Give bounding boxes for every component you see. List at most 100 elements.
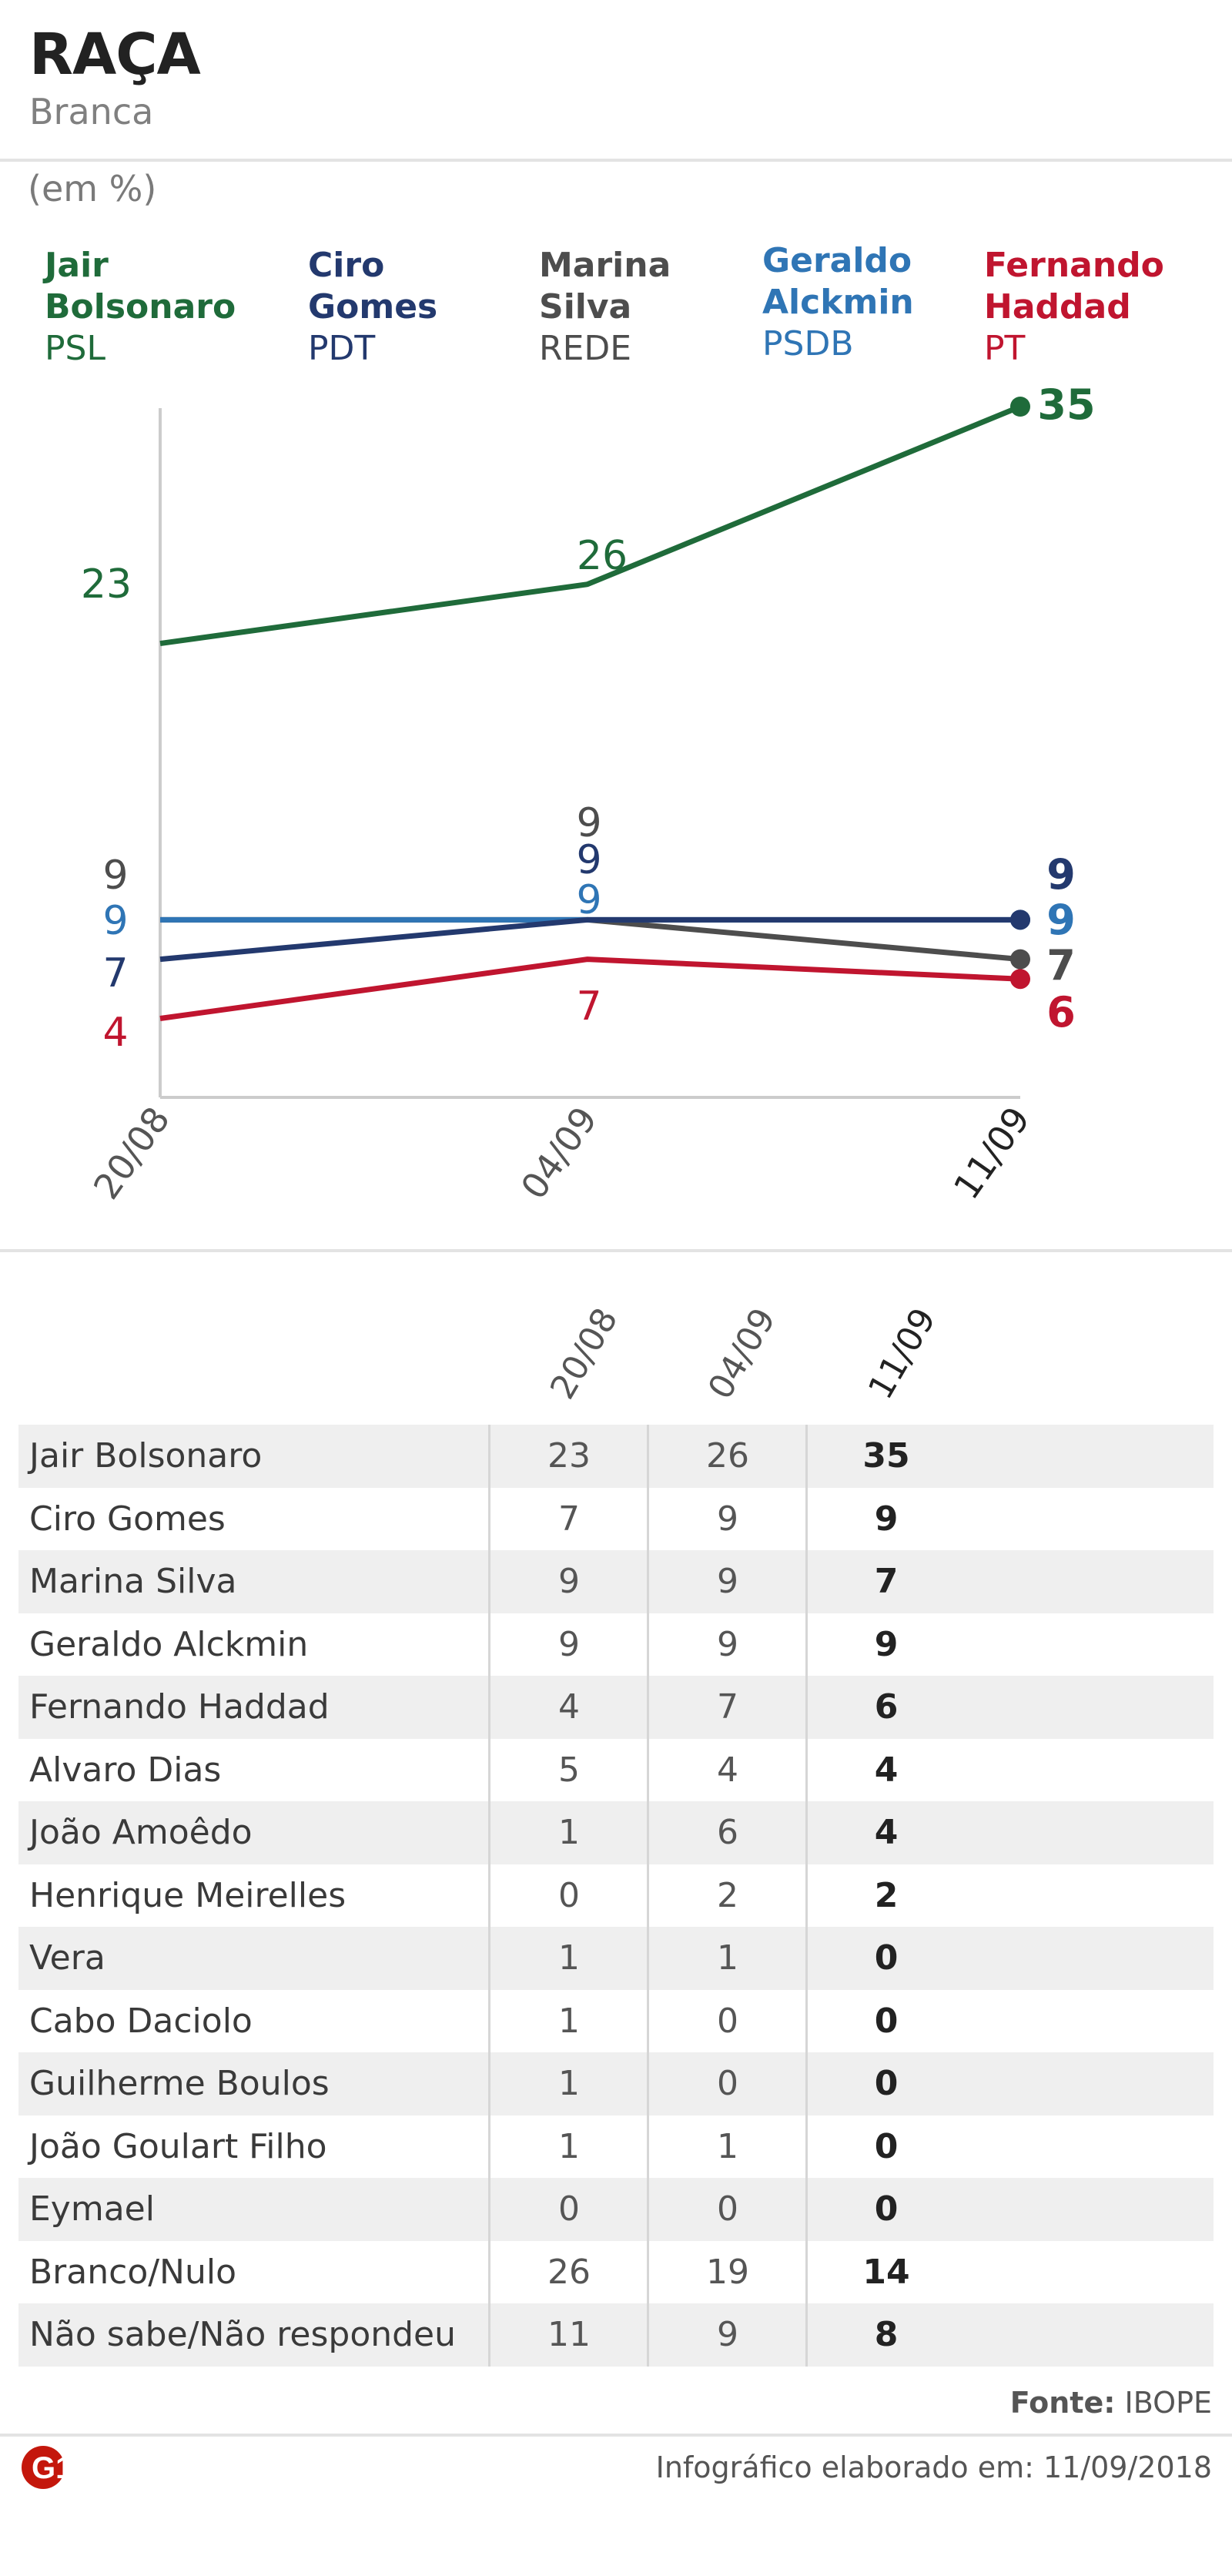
x-tick-label: 11/09 — [946, 1099, 1038, 1207]
table-row: Marina Silva 9 9 7 — [18, 1550, 1214, 1613]
table-row: Guilherme Boulos 1 0 0 — [18, 2052, 1214, 2115]
percent-cell: 0 — [558, 2189, 580, 2229]
legend-name: Marina Silva — [539, 246, 671, 327]
candidate-name: Eymael — [29, 2189, 155, 2229]
data-label: 9 — [576, 800, 601, 846]
percent-cell: 9 — [717, 1499, 738, 1539]
candidate-name: Branco/Nulo — [29, 2252, 237, 2292]
percent-cell: 7 — [558, 1499, 580, 1539]
x-tick-label: 04/09 — [513, 1099, 605, 1207]
legend-item-haddad: Fernando Haddad PT — [984, 245, 1164, 370]
candidate-name: Jair Bolsonaro — [29, 1436, 263, 1476]
table-row: Cabo Daciolo 1 0 0 — [18, 1990, 1214, 2053]
percent-cell: 4 — [874, 1813, 899, 1853]
percent-cell: 9 — [717, 1624, 738, 1664]
table-row: Fernando Haddad 4 7 6 — [18, 1676, 1214, 1739]
column-header-04-09: 04/09 — [701, 1301, 784, 1406]
candidate-name: Henrique Meirelles — [29, 1875, 346, 1915]
table-row: Vera 1 1 0 — [18, 1927, 1214, 1990]
percent-cell: 35 — [862, 1436, 910, 1476]
percent-cell: 14 — [862, 2252, 910, 2292]
percent-cell: 6 — [874, 1687, 899, 1727]
data-label: 9 — [102, 898, 128, 944]
percent-cell: 9 — [558, 1624, 580, 1664]
legend-party: PSDB — [762, 324, 854, 363]
percent-cell: 9 — [558, 1562, 580, 1602]
candidate-name: Vera — [29, 1938, 105, 1978]
table-row: Não sabe/Não respondeu 11 9 8 — [18, 2303, 1214, 2367]
legend-item-ciro: Ciro Gomes PDT — [308, 245, 437, 370]
legend-name: Geraldo Alckmin — [762, 241, 914, 322]
percent-cell: 2 — [874, 1875, 899, 1915]
table-row: Jair Bolsonaro 23 26 35 — [18, 1425, 1214, 1488]
percent-cell: 9 — [717, 2315, 738, 2355]
table-row: Ciro Gomes 7 9 9 — [18, 1488, 1214, 1551]
percent-cell: 1 — [558, 2001, 580, 2041]
legend-item-bolsonaro: Jair Bolsonaro PSL — [45, 245, 236, 370]
data-label: 9 — [1046, 896, 1076, 944]
data-label: 23 — [81, 561, 132, 608]
percent-cell: 1 — [717, 2126, 738, 2166]
credit-note: Infográfico elaborado em: 11/09/2018 — [655, 2450, 1212, 2484]
page-title: RAÇA — [29, 22, 201, 88]
source-value: IBOPE — [1124, 2386, 1212, 2420]
percent-cell: 5 — [558, 1750, 580, 1790]
data-label: 9 — [576, 837, 601, 883]
data-label: 7 — [1046, 941, 1076, 990]
percent-cell: 0 — [717, 2189, 738, 2229]
x-tick-label: 20/08 — [85, 1099, 178, 1207]
data-label: 9 — [576, 877, 601, 923]
percent-cell: 0 — [558, 1875, 580, 1915]
data-label: 26 — [577, 533, 628, 579]
percent-cell: 0 — [874, 2126, 899, 2166]
table-row: João Amoêdo 1 6 4 — [18, 1801, 1214, 1864]
candidate-name: Cabo Daciolo — [29, 2001, 253, 2041]
legend-party: PDT — [308, 329, 376, 368]
table-row: Eymael 0 0 0 — [18, 2178, 1214, 2241]
percent-cell: 1 — [558, 1938, 580, 1978]
data-label: 6 — [1046, 988, 1076, 1037]
percent-cell: 1 — [558, 2126, 580, 2166]
table-divider — [488, 1425, 490, 2367]
percent-cell: 2 — [717, 1875, 738, 1915]
series-end-dot — [1010, 397, 1030, 417]
legend-item-marina: Marina Silva REDE — [539, 245, 671, 370]
percent-cell: 0 — [717, 2064, 738, 2104]
candidate-name: João Amoêdo — [29, 1813, 253, 1853]
unit-label: (em %) — [28, 168, 157, 209]
legend-name: Jair Bolsonaro — [45, 246, 236, 327]
percent-cell: 9 — [874, 1499, 899, 1539]
divider-middle — [0, 1249, 1232, 1252]
percent-cell: 23 — [547, 1436, 591, 1476]
candidate-name: Guilherme Boulos — [29, 2064, 330, 2104]
percent-cell: 26 — [547, 2252, 591, 2292]
page-subtitle: Branca — [29, 91, 154, 132]
column-header-20-08: 20/08 — [543, 1301, 626, 1406]
data-label: 9 — [1046, 850, 1076, 899]
series-line-marina-silva — [160, 916, 1021, 963]
series-end-dot — [1010, 969, 1030, 990]
results-table: Jair Bolsonaro 23 26 35 Ciro Gomes 7 9 9 Marina … — [18, 1425, 1214, 2367]
percent-cell: 0 — [874, 2001, 899, 2041]
source-note: Fonte: IBOPE — [1010, 2386, 1212, 2420]
percent-cell: 0 — [874, 2064, 899, 2104]
candidate-name: Fernando Haddad — [29, 1687, 330, 1727]
source-label: Fonte: — [1009, 2386, 1116, 2420]
divider-bottom — [0, 2434, 1232, 2437]
legend-name: Fernando Haddad — [984, 246, 1164, 327]
percent-cell: 19 — [706, 2252, 749, 2292]
percent-cell: 1 — [717, 1938, 738, 1978]
table-row: Geraldo Alckmin 9 9 9 — [18, 1613, 1214, 1677]
data-label: 9 — [102, 853, 128, 899]
g1-logo: G1 — [22, 2446, 72, 2489]
table-row: Branco/Nulo 26 19 14 — [18, 2241, 1214, 2304]
percent-cell: 9 — [717, 1562, 738, 1602]
data-label: 7 — [102, 950, 128, 997]
percent-cell: 7 — [717, 1687, 738, 1727]
column-header-11-09: 11/09 — [861, 1301, 944, 1406]
series-line-ciro-gomes — [159, 916, 1020, 963]
legend-item-alckmin: Geraldo Alckmin PSDB — [762, 240, 914, 365]
series-end-dot — [1010, 949, 1030, 970]
series-end-dot — [1010, 909, 1030, 930]
percent-cell: 4 — [874, 1750, 899, 1790]
